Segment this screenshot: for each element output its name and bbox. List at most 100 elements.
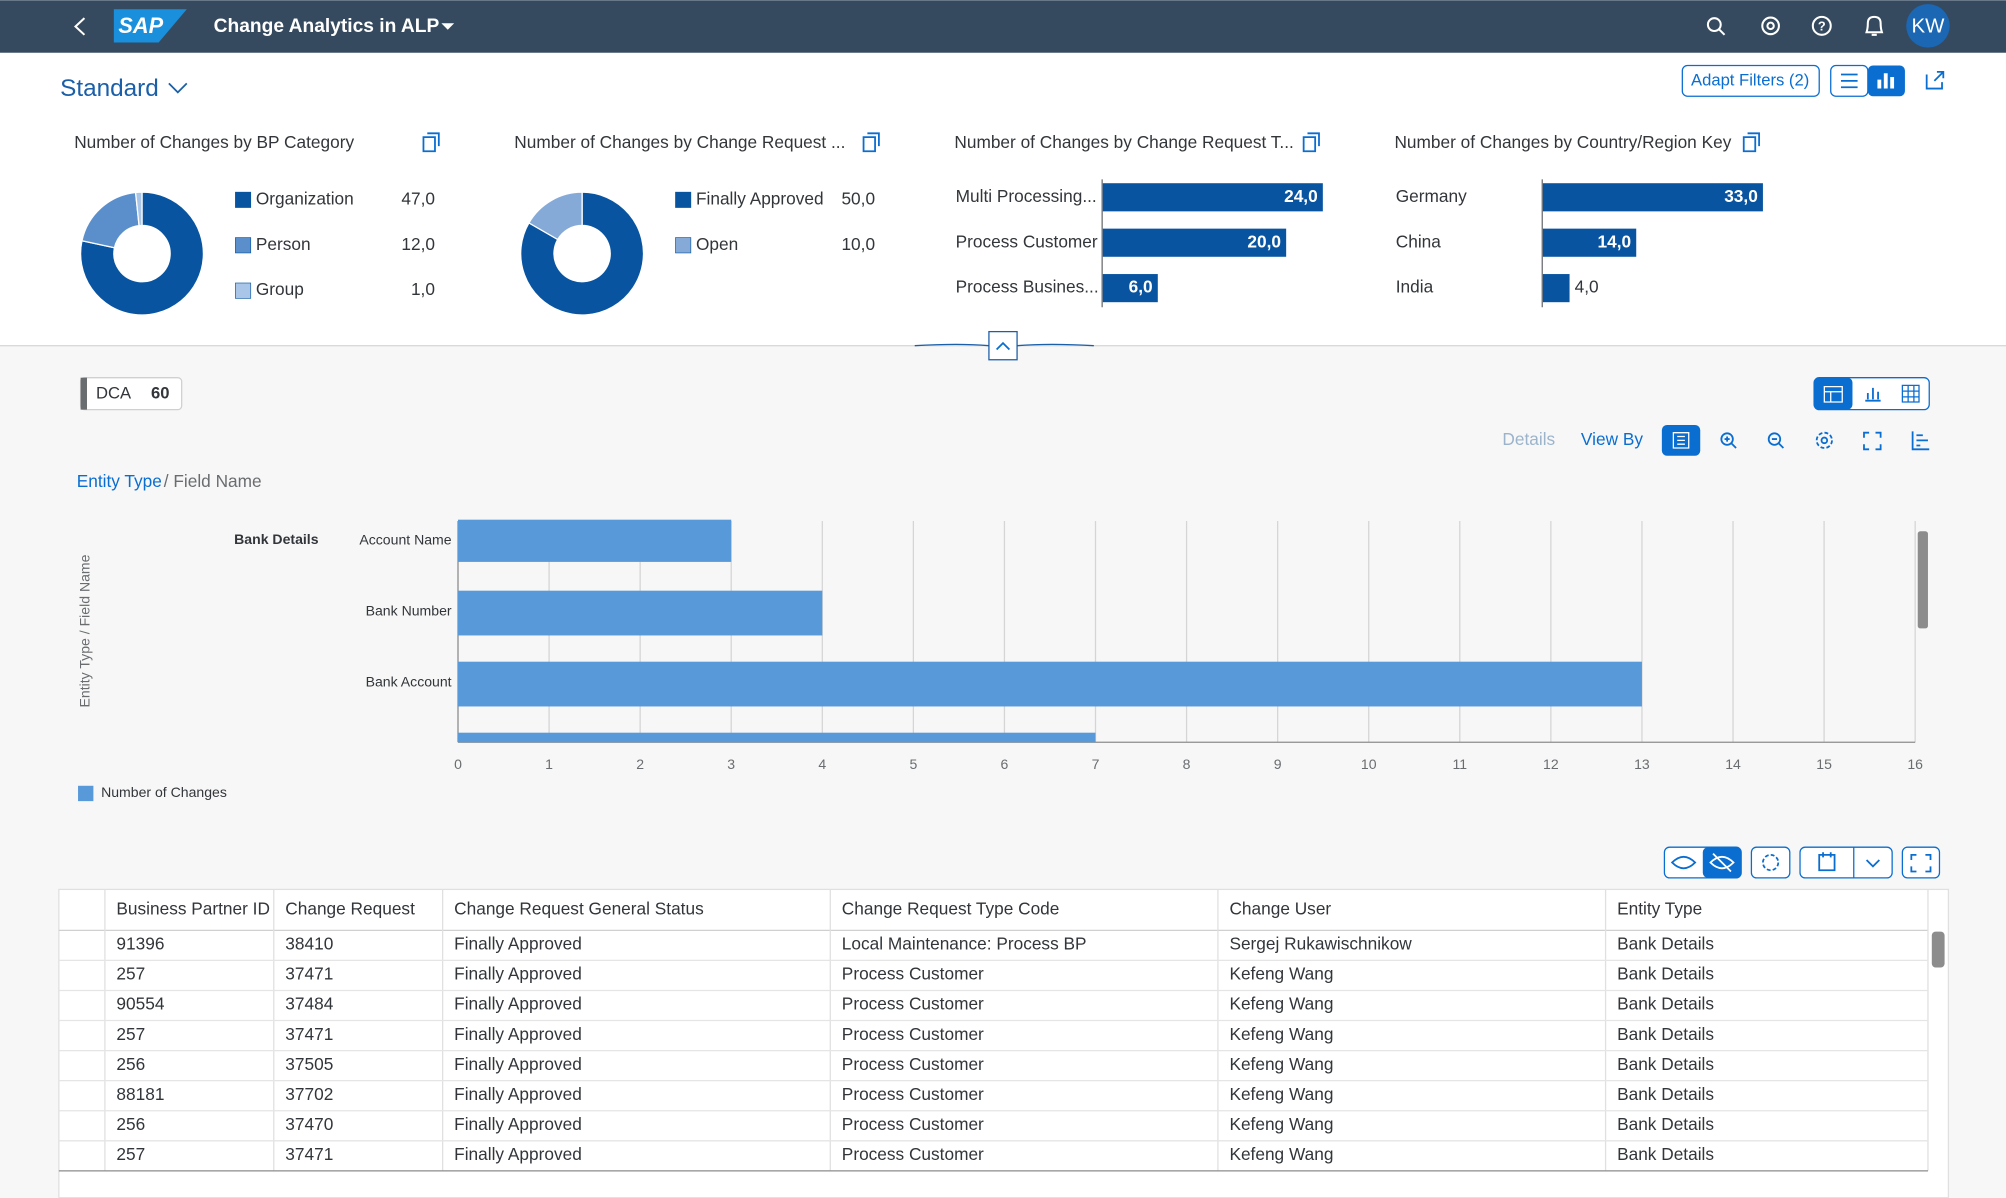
bar-category: Process Customer (956, 231, 1098, 251)
table-cell: Bank Details (1617, 1114, 1714, 1134)
bar (1102, 228, 1287, 257)
zoom-in[interactable] (1720, 432, 1737, 449)
y-tick-label: Bank Account (366, 674, 452, 690)
x-tick-label: 9 (1274, 756, 1282, 772)
back-button[interactable] (73, 17, 86, 36)
column-header: Change Request (285, 898, 415, 918)
avatar[interactable] (1906, 4, 1950, 48)
copy-icon (862, 132, 880, 153)
search-icon[interactable] (1706, 17, 1726, 36)
variant-chevron[interactable] (168, 82, 188, 94)
table-cell: 91396 (116, 934, 164, 954)
bar-category: India (1396, 277, 1434, 297)
hide-icon (1709, 852, 1735, 873)
table-cell: Kefeng Wang (1229, 1114, 1333, 1134)
export-menu[interactable] (1865, 859, 1880, 868)
table-cell: 256 (116, 1114, 145, 1134)
chart-fullscreen[interactable] (1863, 431, 1882, 451)
table-fullscreen[interactable] (1901, 846, 1941, 879)
column-header: Change Request General Status (454, 898, 704, 918)
donut-slice (134, 191, 143, 227)
bar-category: Process Busines... (956, 277, 1099, 297)
chart-icon (1877, 73, 1895, 89)
table-scrollbar[interactable] (1931, 931, 1945, 968)
table-cell: 256 (116, 1054, 145, 1074)
table-cell: Process Customer (842, 1024, 984, 1044)
view-by-button[interactable]: View By (1581, 429, 1643, 449)
table-cell: Finally Approved (454, 1114, 582, 1134)
table (58, 888, 1950, 1198)
x-tick-label: 11 (1452, 756, 1467, 772)
adapt-filters-button[interactable] (1681, 64, 1820, 97)
table-cell: 38410 (285, 934, 333, 954)
x-tick-label: 5 (909, 756, 917, 772)
chart-scrollbar[interactable] (1917, 531, 1928, 629)
collapse-line (914, 343, 1094, 347)
table-cell: Bank Details (1617, 934, 1714, 954)
share-icon[interactable] (1925, 71, 1945, 90)
logo: SAP (118, 13, 163, 38)
card-copy-icon[interactable] (862, 132, 880, 153)
legend-value: 47,0 (401, 188, 435, 208)
x-tick-label: 10 (1361, 756, 1377, 772)
bars (458, 519, 1642, 743)
table-cell: Finally Approved (454, 934, 582, 954)
table-cell: 37471 (285, 964, 333, 984)
card-copy-icon[interactable] (422, 132, 440, 153)
chip-marker (80, 377, 87, 410)
app-title[interactable]: Change Analytics in ALP (214, 16, 440, 37)
table-cell: Finally Approved (454, 1054, 582, 1074)
x-tick-label: 1 (545, 756, 553, 772)
legend-label: Open (696, 234, 738, 254)
legend-swatch (78, 785, 94, 802)
column-header: Entity Type (1617, 898, 1702, 918)
table-cell: 257 (116, 1024, 145, 1044)
table-cell: 37471 (285, 1144, 333, 1164)
table-cell: Bank Details (1617, 1024, 1714, 1044)
variant-name[interactable]: Standard (60, 75, 159, 102)
column-header: Business Partner ID (116, 898, 270, 918)
notifications-icon[interactable] (1865, 15, 1884, 36)
card-copy-icon[interactable] (1302, 132, 1320, 153)
show-icon[interactable] (1670, 855, 1697, 870)
help-icon[interactable]: ? (1811, 15, 1832, 36)
table-view[interactable] (1901, 384, 1920, 403)
legend-value: 50,0 (841, 188, 875, 208)
table-cell: Bank Details (1617, 1054, 1714, 1074)
legend-swatch (675, 237, 692, 254)
x-tick-label: 14 (1725, 756, 1741, 772)
details-button[interactable]: Details (1502, 429, 1555, 449)
title-caret[interactable] (441, 23, 455, 30)
bar-category: China (1396, 231, 1442, 251)
list-icon (1840, 73, 1858, 89)
table-cell: Finally Approved (454, 1084, 582, 1104)
chart-type-icon[interactable] (1911, 431, 1930, 451)
bar (458, 519, 732, 562)
chart-view[interactable] (1865, 387, 1881, 402)
collapse-icon (995, 341, 1011, 351)
table-cell: 37505 (285, 1054, 333, 1074)
table-cell: 37471 (285, 1024, 333, 1044)
breadcrumb-link[interactable]: Entity Type (77, 471, 162, 491)
zoom-out[interactable] (1767, 432, 1785, 449)
x-tick-label: 8 (1183, 756, 1191, 772)
bar-value: 24,0 (1284, 186, 1318, 206)
settings-icon (1762, 853, 1780, 872)
table-cell: Finally Approved (454, 964, 582, 984)
legend-swatch (235, 282, 252, 299)
chart-table-view[interactable] (1814, 377, 1853, 410)
legend-swatch (235, 191, 252, 208)
copilot-icon[interactable] (1761, 16, 1780, 36)
copy-icon (422, 132, 440, 153)
card-copy-icon[interactable] (1742, 132, 1760, 153)
table-settings[interactable] (1750, 846, 1791, 879)
y-axis-title: Entity Type / Field Name (76, 554, 92, 707)
table-cell: 37484 (285, 994, 333, 1014)
export-button[interactable] (1799, 846, 1893, 879)
chart-settings[interactable] (1815, 431, 1833, 449)
table-cell: Finally Approved (454, 994, 582, 1014)
collapse-button[interactable] (988, 330, 1018, 361)
bar-value: 20,0 (1247, 231, 1281, 251)
y-tick-label: Account Name (359, 532, 451, 548)
bar (1542, 274, 1570, 303)
